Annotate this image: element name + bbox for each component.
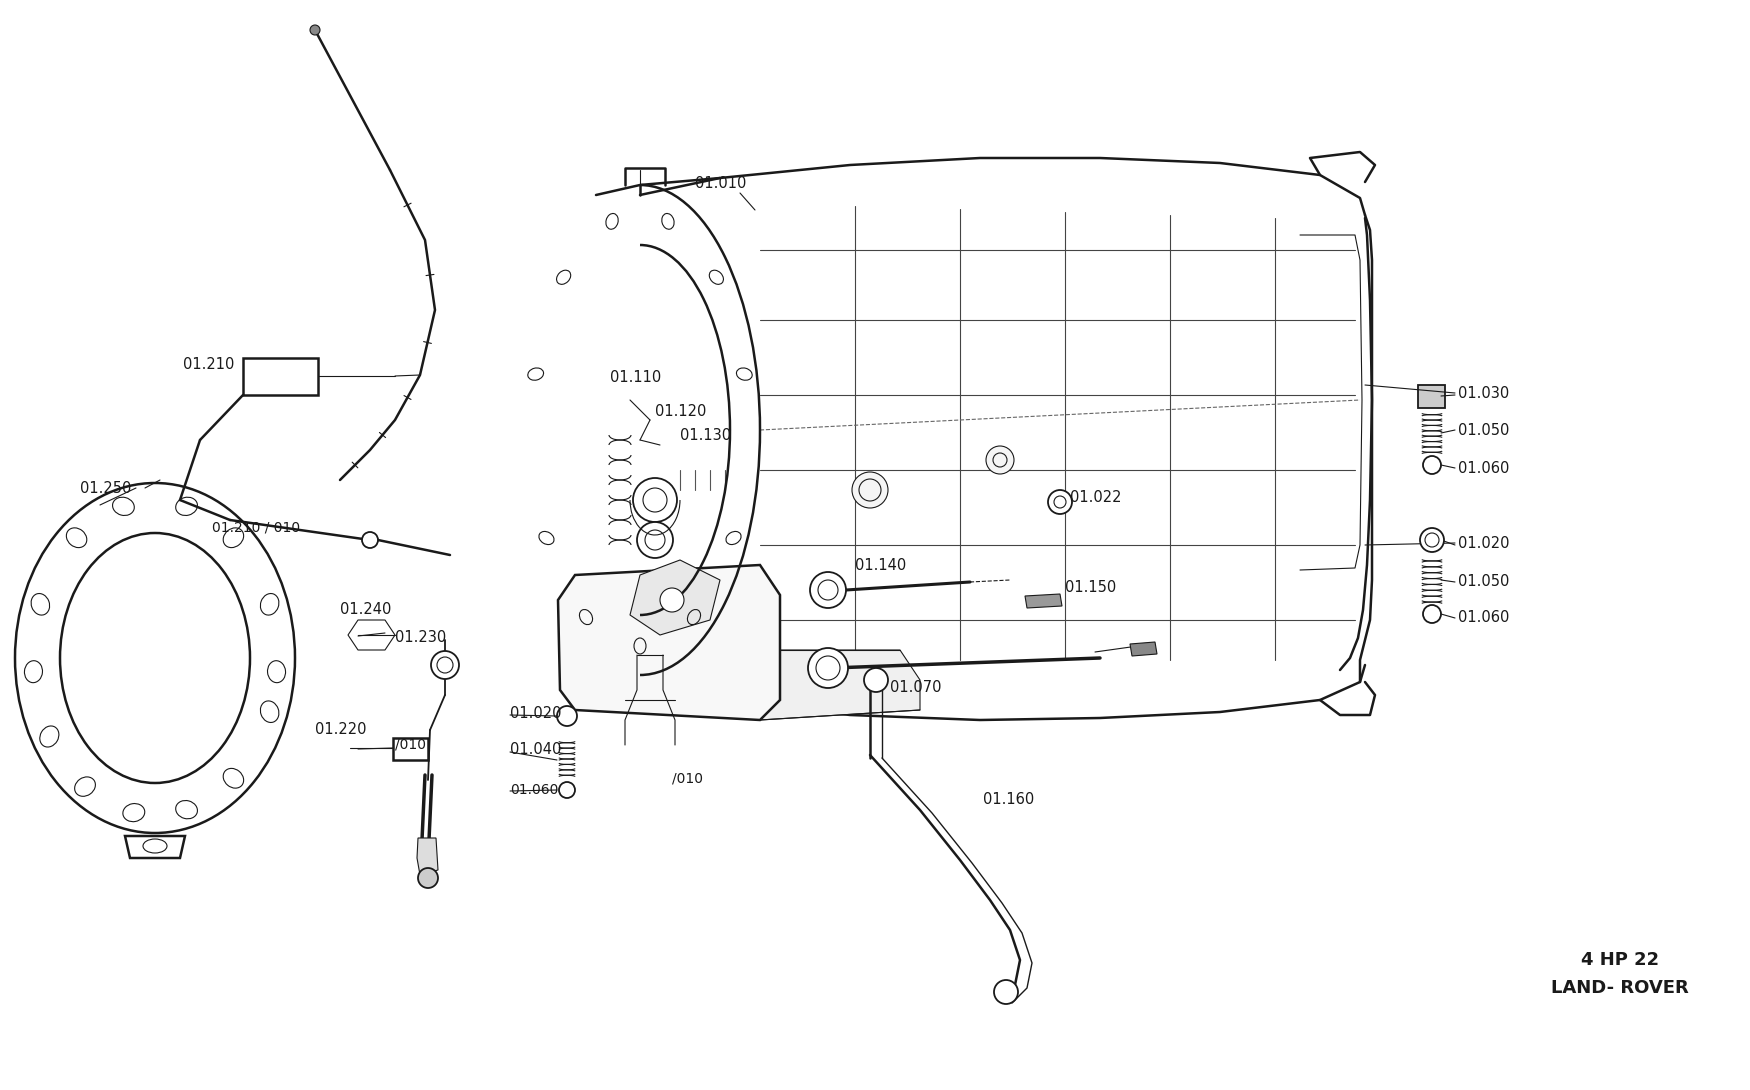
- Polygon shape: [243, 358, 318, 395]
- Text: 01.240: 01.240: [340, 603, 392, 618]
- Text: 01.210 / 010: 01.210 / 010: [212, 520, 301, 534]
- Text: 01.070: 01.070: [891, 680, 942, 695]
- Text: 01.050: 01.050: [1458, 423, 1508, 437]
- Text: 01.220: 01.220: [315, 723, 366, 738]
- Text: 01.130: 01.130: [681, 427, 732, 443]
- Circle shape: [1419, 528, 1444, 552]
- Text: 01.250: 01.250: [80, 481, 131, 496]
- Circle shape: [810, 572, 845, 608]
- Text: 01.230: 01.230: [396, 630, 446, 644]
- Circle shape: [864, 668, 887, 692]
- Circle shape: [430, 651, 458, 679]
- Polygon shape: [124, 836, 186, 858]
- Circle shape: [1048, 490, 1073, 514]
- Text: 01.022: 01.022: [1069, 489, 1122, 505]
- Text: /010: /010: [396, 738, 425, 752]
- Polygon shape: [1026, 594, 1062, 608]
- Text: 01.060: 01.060: [1458, 460, 1508, 475]
- Circle shape: [362, 532, 378, 548]
- Circle shape: [994, 980, 1018, 1004]
- Circle shape: [310, 25, 320, 35]
- Polygon shape: [394, 738, 429, 760]
- Text: 4 HP 22: 4 HP 22: [1580, 950, 1659, 969]
- Circle shape: [985, 446, 1013, 474]
- Polygon shape: [416, 838, 438, 875]
- Text: 01.110: 01.110: [611, 370, 662, 385]
- Polygon shape: [348, 620, 396, 650]
- Text: 01.040: 01.040: [509, 742, 562, 758]
- Polygon shape: [760, 650, 920, 720]
- Text: 01.150: 01.150: [1066, 581, 1116, 595]
- Polygon shape: [1130, 642, 1157, 656]
- Polygon shape: [1418, 385, 1445, 408]
- Circle shape: [637, 522, 674, 558]
- Circle shape: [1423, 605, 1440, 623]
- Text: 01.140: 01.140: [856, 557, 906, 572]
- Text: 01.030: 01.030: [1458, 386, 1508, 400]
- Text: /010: /010: [672, 772, 704, 786]
- Circle shape: [1423, 456, 1440, 474]
- Text: 01.060: 01.060: [509, 783, 558, 797]
- Circle shape: [556, 706, 578, 726]
- Circle shape: [852, 472, 887, 508]
- Text: 01.020: 01.020: [1458, 535, 1510, 550]
- Text: LAND- ROVER: LAND- ROVER: [1550, 979, 1689, 997]
- Text: 01.060: 01.060: [1458, 610, 1508, 626]
- Text: 01.020: 01.020: [509, 705, 562, 720]
- Circle shape: [418, 868, 438, 888]
- Text: 01.120: 01.120: [654, 403, 707, 419]
- Circle shape: [808, 647, 849, 688]
- Polygon shape: [630, 560, 719, 635]
- Circle shape: [634, 479, 677, 522]
- Text: 01.210: 01.210: [184, 356, 235, 372]
- Polygon shape: [558, 565, 780, 720]
- Text: 01.010: 01.010: [695, 175, 747, 191]
- Text: 01.160: 01.160: [984, 792, 1034, 808]
- Circle shape: [438, 657, 453, 673]
- Text: 01.050: 01.050: [1458, 574, 1508, 590]
- Circle shape: [558, 782, 576, 798]
- Circle shape: [660, 588, 684, 611]
